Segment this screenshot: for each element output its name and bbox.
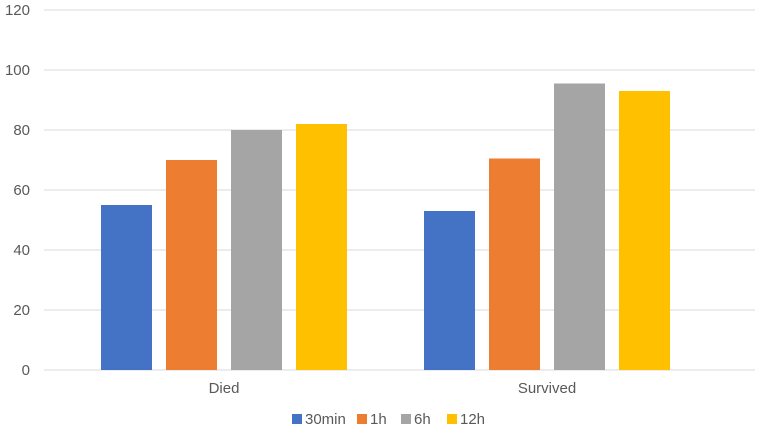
legend-swatch-1h — [357, 414, 367, 424]
y-tick-label-100: 100 — [5, 62, 30, 79]
legend-swatch-6h — [401, 414, 411, 424]
x-category-label-died: Died — [209, 380, 240, 397]
y-tick-label-20: 20 — [13, 302, 30, 319]
y-tick-label-0: 0 — [22, 362, 30, 379]
bar-died-6h — [231, 130, 282, 370]
bar-survived-30min — [424, 211, 475, 370]
legend-swatch-30min — [292, 414, 302, 424]
y-tick-label-120: 120 — [5, 2, 30, 19]
bar-died-30min — [101, 205, 152, 370]
legend-swatch-12h — [447, 414, 457, 424]
bar-survived-6h — [554, 83, 605, 370]
x-category-label-survived: Survived — [518, 380, 576, 397]
bar-died-1h — [166, 160, 217, 370]
legend-label-12h: 12h — [460, 411, 485, 428]
legend-label-30min: 30min — [305, 411, 346, 428]
bar-died-12h — [296, 124, 347, 370]
bar-survived-1h — [489, 158, 540, 370]
legend-label-6h: 6h — [414, 411, 431, 428]
y-tick-label-60: 60 — [13, 182, 30, 199]
y-tick-label-80: 80 — [13, 122, 30, 139]
legend-label-1h: 1h — [370, 411, 387, 428]
bar-survived-12h — [619, 91, 670, 370]
y-tick-label-40: 40 — [13, 242, 30, 259]
